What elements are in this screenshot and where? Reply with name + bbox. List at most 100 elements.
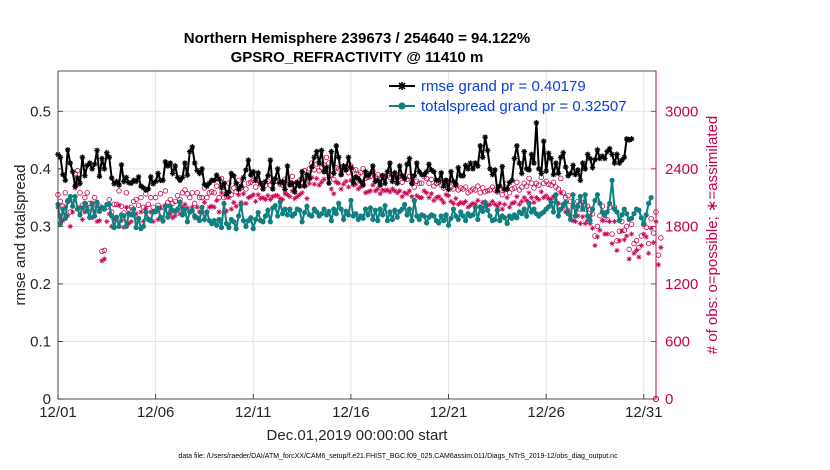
possible-point — [523, 183, 530, 189]
possible-point — [514, 179, 520, 185]
assimilated-point — [287, 194, 293, 200]
spread-point — [201, 216, 208, 223]
possible-point — [428, 176, 435, 183]
assimilated-point — [511, 199, 518, 205]
spread-point — [338, 206, 344, 212]
possible-point — [253, 184, 259, 190]
possible-point — [191, 200, 198, 207]
spread-point — [299, 219, 305, 225]
y-right-tick-label: 0 — [665, 391, 673, 408]
rmse-point — [394, 180, 401, 187]
rmse-point — [545, 150, 552, 157]
spread-point — [494, 207, 500, 213]
possible-point — [74, 168, 81, 174]
possible-point — [196, 194, 203, 201]
assimilated-point — [538, 189, 544, 195]
assimilated-point — [228, 206, 234, 212]
spread-point — [382, 203, 388, 209]
spread-point — [94, 199, 100, 205]
possible-point — [458, 185, 464, 191]
spread-point — [160, 218, 166, 224]
spread-point — [548, 199, 554, 205]
spread-point — [389, 216, 395, 223]
spread-point — [409, 218, 415, 224]
rmse-point — [379, 172, 386, 179]
y-axis-right-label: # of obs: o=possible; ∗=assimilated — [704, 116, 721, 355]
spread-point — [284, 212, 291, 218]
rmse-point — [411, 172, 418, 179]
x-axis-label: Dec.01,2019 00:00:00 start — [267, 427, 449, 444]
rmse-point — [360, 182, 366, 188]
assimilated-point — [597, 227, 603, 233]
possible-point — [231, 185, 237, 191]
spread-point — [448, 215, 454, 221]
rmse-point — [289, 180, 296, 187]
rmse-point — [101, 166, 108, 172]
spread-point — [165, 214, 171, 220]
assimilated-point — [267, 196, 273, 203]
rmse-point — [113, 178, 120, 185]
assimilated-point — [275, 193, 281, 199]
rmse-point — [199, 166, 205, 172]
assimilated-point — [375, 186, 381, 192]
legend-rmse-marker — [398, 82, 406, 90]
spread-point — [348, 197, 354, 204]
assimilated-point — [611, 218, 618, 225]
spread-point — [492, 216, 498, 223]
assimilated-point — [650, 240, 657, 246]
assimilated-point — [328, 186, 334, 192]
spread-point — [484, 207, 491, 213]
rmse-point — [614, 151, 620, 158]
spread-point — [638, 215, 644, 221]
possible-point — [655, 252, 662, 258]
spread-point — [380, 212, 386, 218]
assimilated-point — [316, 182, 322, 188]
rmse-point — [443, 177, 449, 184]
spread-point — [279, 211, 286, 217]
spread-point — [199, 204, 205, 210]
rmse-point — [67, 160, 74, 166]
rmse-point — [619, 157, 625, 163]
possible-point — [643, 224, 649, 231]
rmse-point — [362, 168, 369, 175]
spread-point — [404, 212, 410, 218]
rmse-point — [357, 178, 364, 185]
spread-point — [106, 201, 112, 208]
spread-point — [362, 206, 369, 212]
rmse-point — [584, 151, 591, 158]
rmse-point — [567, 170, 574, 177]
assimilated-point — [231, 199, 237, 205]
rmse-point — [470, 166, 476, 172]
rmse-point — [213, 172, 220, 178]
rmse-point — [455, 164, 462, 171]
rmse-point — [570, 162, 576, 169]
assimilated-point — [536, 196, 542, 203]
assimilated-point — [502, 201, 508, 207]
spread-point — [399, 206, 405, 212]
assimilated-point — [262, 196, 269, 203]
assimilated-point — [226, 194, 232, 201]
rmse-point — [333, 143, 340, 149]
rmse-point — [548, 155, 554, 162]
assimilated-point — [631, 250, 637, 256]
series-layer — [55, 119, 664, 403]
possible-point — [145, 201, 152, 208]
possible-point — [597, 213, 603, 219]
rmse-point — [77, 180, 83, 187]
spread-point — [526, 200, 532, 206]
spread-point — [131, 206, 137, 212]
rmse-point — [533, 119, 540, 126]
assimilated-point — [311, 181, 317, 187]
rmse-point — [499, 163, 506, 170]
possible-point — [167, 196, 173, 203]
spread-point — [628, 215, 635, 221]
spread-point — [226, 224, 232, 231]
possible-point — [162, 188, 169, 194]
rmse-point — [484, 147, 491, 154]
rmse-point — [435, 177, 442, 184]
rmse-point — [269, 186, 276, 192]
spread-point — [101, 206, 107, 212]
spread-point — [587, 218, 593, 224]
spread-point — [260, 219, 266, 225]
